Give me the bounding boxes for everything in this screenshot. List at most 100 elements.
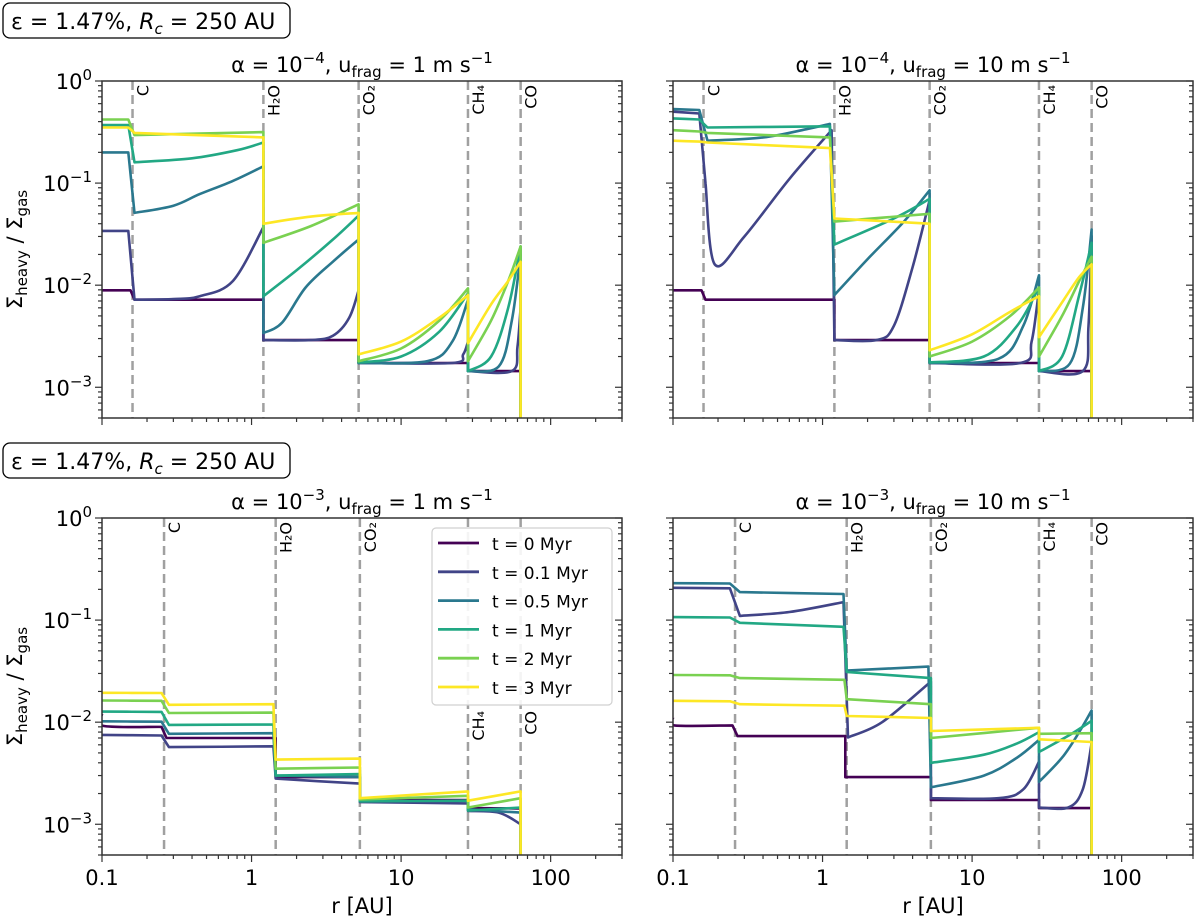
legend-label: t = 3 Myr — [492, 679, 572, 699]
ylabel-slash: / Σ — [3, 653, 27, 687]
title-u-value: = 1 m s — [382, 53, 471, 77]
snowline-label: CO — [1093, 85, 1112, 109]
series-line-t0.5 — [673, 107, 1093, 418]
annotation-text: ε = 1.47%, Rc = 250 AU — [11, 450, 275, 478]
title-u-subscript: frag — [351, 500, 381, 518]
annotation-box: ε = 1.47%, Rc = 250 AU — [2, 2, 291, 39]
snowline-label: CO₂ — [361, 522, 380, 552]
ylabel-slash: / Σ — [3, 216, 27, 250]
x-tick-label: 100 — [531, 866, 571, 890]
series-group — [102, 118, 522, 418]
title-u-subscript: frag — [916, 63, 946, 81]
y-tick-base: 10 — [43, 609, 70, 633]
axes-frame — [672, 80, 1194, 419]
y-tick-base: 10 — [56, 70, 83, 94]
x-tick-label: 0.1 — [85, 866, 118, 890]
title-alpha-exponent: −3 — [867, 486, 889, 504]
legend-item: t = 1 Myr — [438, 621, 572, 641]
panel-title: α = 10−3, ufrag = 10 m s−1 — [795, 486, 1070, 518]
annotation-r: R — [139, 450, 154, 475]
panel-title: α = 10−4, ufrag = 10 m s−1 — [795, 49, 1070, 81]
title-alpha-exponent: −4 — [303, 49, 325, 67]
title-u-exponent: −1 — [471, 49, 493, 67]
x-axis: 0.1 1 10 100 r [AU] — [656, 855, 1194, 917]
snowline-label: CH₄ — [1040, 522, 1059, 552]
snowline-label: H₂O — [848, 522, 867, 553]
legend-item: t = 2 Myr — [438, 650, 572, 670]
y-tick-base: 10 — [56, 507, 83, 531]
legend-item: t = 3 Myr — [438, 679, 572, 699]
series-line-t1 — [102, 710, 522, 855]
panel-title: α = 10−3, ufrag = 1 m s−1 — [231, 486, 493, 518]
snowline-label: H₂O — [835, 85, 854, 116]
snowline-label: CO₂ — [932, 522, 951, 552]
ylabel-heavy: heavy — [13, 687, 31, 733]
panel-1: α = 10−4, ufrag = 1 m s−1C H₂O CO₂ CH₄ CO100… — [3, 49, 623, 425]
x-tick-label: 1 — [816, 866, 829, 890]
x-axis-label: r [AU] — [331, 894, 392, 917]
legend: t = 0 Myr t = 0.1 Myr t = 0.5 Myr t = 1 Myr… — [431, 527, 613, 706]
y-tick-label: 10−3 — [43, 809, 92, 837]
legend-label: t = 0.5 Myr — [492, 593, 588, 613]
y-tick-base: 10 — [43, 376, 70, 400]
y-tick-exponent: −3 — [70, 372, 92, 390]
legend-item: t = 0.1 Myr — [438, 564, 588, 584]
ylabel-gas: gas — [13, 190, 31, 217]
series-line-t0.5 — [102, 151, 522, 418]
annotation-r: R — [139, 10, 154, 35]
axes-frame — [101, 517, 623, 856]
x-tick-label: 100 — [1102, 866, 1142, 890]
x-axis: 0.1 1 10 100 r [AU] — [85, 855, 623, 917]
y-tick-base: 10 — [43, 813, 70, 837]
title-alpha: α = 10 — [231, 53, 303, 77]
series-line-t3 — [102, 691, 522, 855]
snowline-label: CO₂ — [931, 85, 950, 115]
series-line-t3 — [102, 126, 522, 418]
snowline-label: H₂O — [277, 522, 296, 553]
title-u: , u — [889, 53, 916, 77]
y-axis — [666, 517, 1193, 856]
legend-item: t = 0.5 Myr — [438, 593, 588, 613]
legend-label: t = 2 Myr — [492, 650, 572, 670]
y-axis-label: Σheavy / Σgas — [3, 190, 31, 309]
title-u-subscript: frag — [351, 63, 381, 81]
annotation-frame — [2, 2, 291, 39]
x-tick-label: 0.1 — [656, 866, 689, 890]
series-line-t3 — [673, 699, 1093, 855]
title-u: , u — [889, 490, 916, 514]
legend-label: t = 0 Myr — [492, 535, 572, 555]
y-tick-base: 10 — [43, 274, 70, 298]
annotation-r-sub: c — [154, 460, 163, 478]
y-tick-label: 100 — [56, 66, 92, 94]
title-alpha-exponent: −3 — [303, 486, 325, 504]
ylabel-sigma: Σ — [3, 733, 27, 746]
y-tick-label: 100 — [56, 503, 92, 531]
annotation-text: ε = 1.47%, Rc = 250 AU — [11, 10, 275, 38]
series-group — [673, 581, 1093, 855]
y-axis — [666, 80, 1193, 419]
snowline-label: C — [134, 85, 153, 96]
series-group — [102, 691, 522, 855]
snowline-label: CO — [522, 85, 541, 109]
y-tick-exponent: 0 — [82, 503, 92, 521]
snowline-label: C — [165, 522, 184, 533]
x-axis — [672, 418, 1194, 425]
annotation-epsilon: ε = 1.47%, — [11, 450, 139, 475]
y-tick-base: 10 — [43, 711, 70, 735]
title-alpha: α = 10 — [231, 490, 303, 514]
series-line-t3 — [673, 139, 1093, 418]
x-axis — [101, 418, 623, 425]
title-alpha: α = 10 — [795, 53, 867, 77]
annotation-value: = 250 AU — [163, 450, 276, 475]
y-tick-exponent: −2 — [70, 707, 92, 725]
y-tick-label: 10−1 — [43, 605, 92, 633]
snowline-label: CO₂ — [360, 85, 379, 115]
snowline-label: CO — [522, 711, 541, 735]
title-alpha-exponent: −4 — [867, 49, 889, 67]
annotation-value: = 250 AU — [163, 10, 276, 35]
y-tick-exponent: −1 — [70, 605, 92, 623]
panel-2: α = 10−4, ufrag = 10 m s−1 C H₂O CO₂ CH₄ CO — [666, 49, 1194, 425]
panel-title: α = 10−4, ufrag = 1 m s−1 — [231, 49, 493, 81]
